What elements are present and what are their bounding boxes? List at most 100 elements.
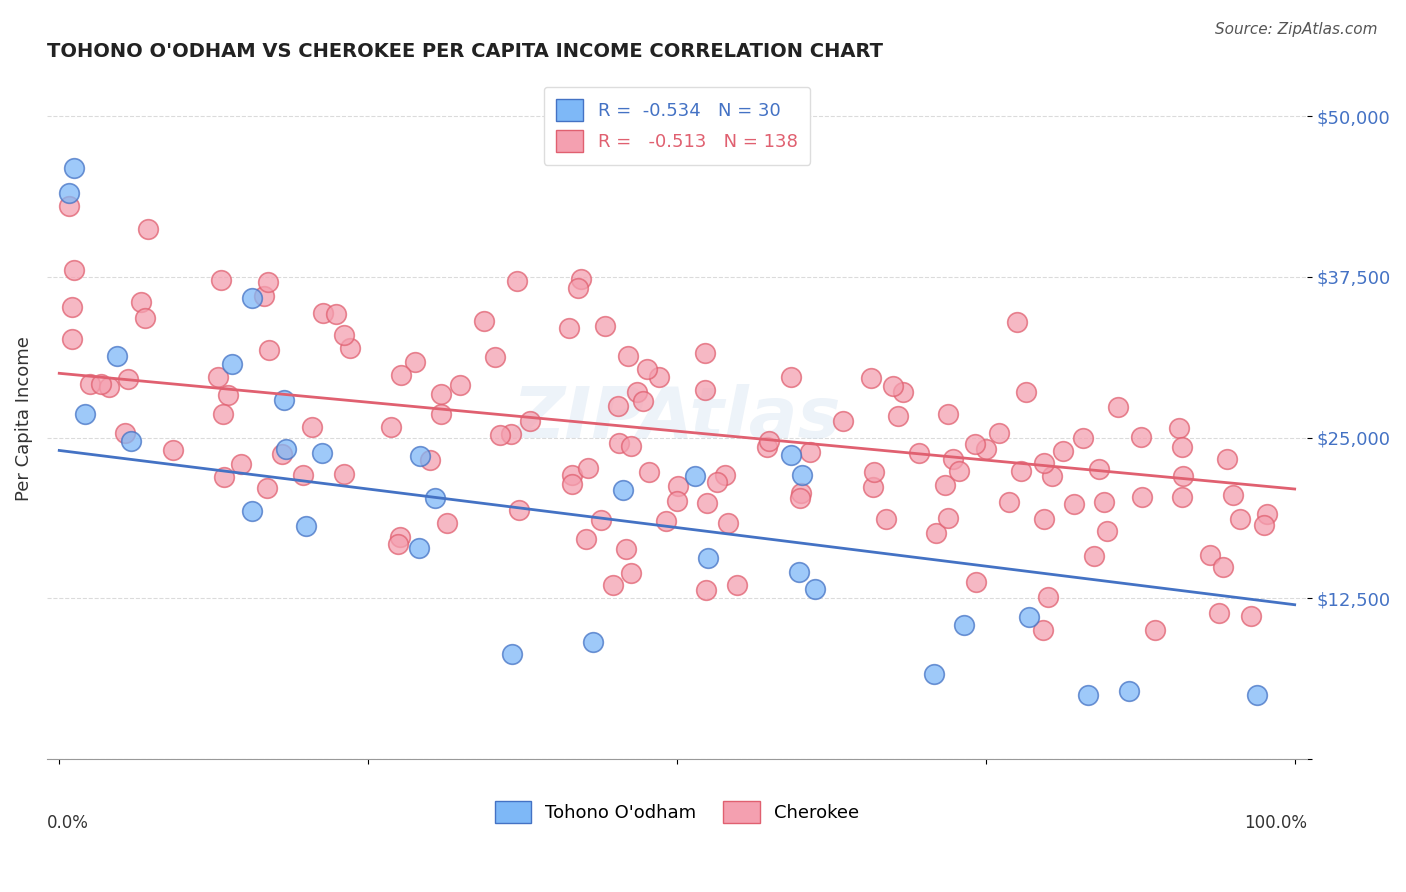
Point [875,512,897,526]
Point [654,514,676,528]
Point [607,435,630,450]
Point [882,379,904,393]
Point [129,295,152,310]
Point [1208,606,1230,620]
Point [626,384,648,399]
Point [1038,590,1060,604]
Point [804,582,827,596]
Point [1032,624,1054,638]
Point [576,460,599,475]
Point [312,306,335,320]
Point [976,442,998,456]
Point [862,479,884,493]
Point [389,530,412,544]
Point [936,510,959,524]
Point [380,420,402,434]
Point [58,186,80,201]
Point [212,470,235,484]
Point [240,291,263,305]
Point [908,446,931,460]
Point [273,392,295,407]
Point [409,449,432,463]
Point [209,272,232,286]
Point [221,357,243,371]
Point [117,371,139,385]
Point [1014,385,1036,400]
Point [1063,497,1085,511]
Point [311,446,333,460]
Point [1005,315,1028,329]
Point [58,199,80,213]
Text: 0.0%: 0.0% [46,814,89,831]
Point [387,537,409,551]
Point [695,583,717,598]
Point [787,565,810,579]
Point [561,468,583,483]
Text: 100.0%: 100.0% [1244,814,1308,831]
Point [339,341,361,355]
Point [602,578,624,592]
Point [717,516,740,530]
Point [616,541,638,556]
Point [408,541,430,556]
Point [1077,688,1099,702]
Point [332,467,354,481]
Point [301,420,323,434]
Point [799,444,821,458]
Point [1032,512,1054,526]
Point [1130,430,1153,444]
Point [217,387,239,401]
Point [636,361,658,376]
Point [693,383,716,397]
Point [257,343,280,357]
Point [136,222,159,236]
Point [987,426,1010,441]
Point [1018,609,1040,624]
Text: ZIPAtlas: ZIPAtlas [513,384,841,453]
Point [240,504,263,518]
Point [569,272,592,286]
Point [1198,549,1220,563]
Point [212,407,235,421]
Point [780,369,803,384]
Point [887,409,910,424]
Point [706,475,728,489]
Point [1107,400,1129,414]
Point [1212,559,1234,574]
Point [790,485,813,500]
Point [98,379,121,393]
Point [1092,494,1115,508]
Point [519,414,541,428]
Point [1171,469,1194,483]
Point [63,263,86,277]
Point [295,519,318,533]
Point [105,349,128,363]
Point [620,566,643,580]
Point [862,465,884,479]
Point [501,427,523,442]
Point [1253,518,1275,533]
Point [561,476,583,491]
Point [965,574,987,589]
Point [617,350,640,364]
Y-axis label: Per Capita Income: Per Capita Income [15,336,32,500]
Point [325,307,347,321]
Point [620,439,643,453]
Point [271,447,294,461]
Point [508,503,530,517]
Point [430,407,453,421]
Point [1071,431,1094,445]
Point [860,370,883,384]
Point [1171,440,1194,454]
Point [1040,469,1063,483]
Point [1229,512,1251,526]
Point [755,440,778,454]
Point [73,407,96,421]
Point [429,387,451,401]
Point [389,368,412,382]
Point [253,289,276,303]
Point [666,479,689,493]
Point [936,407,959,421]
Point [638,465,661,479]
Point [758,434,780,448]
